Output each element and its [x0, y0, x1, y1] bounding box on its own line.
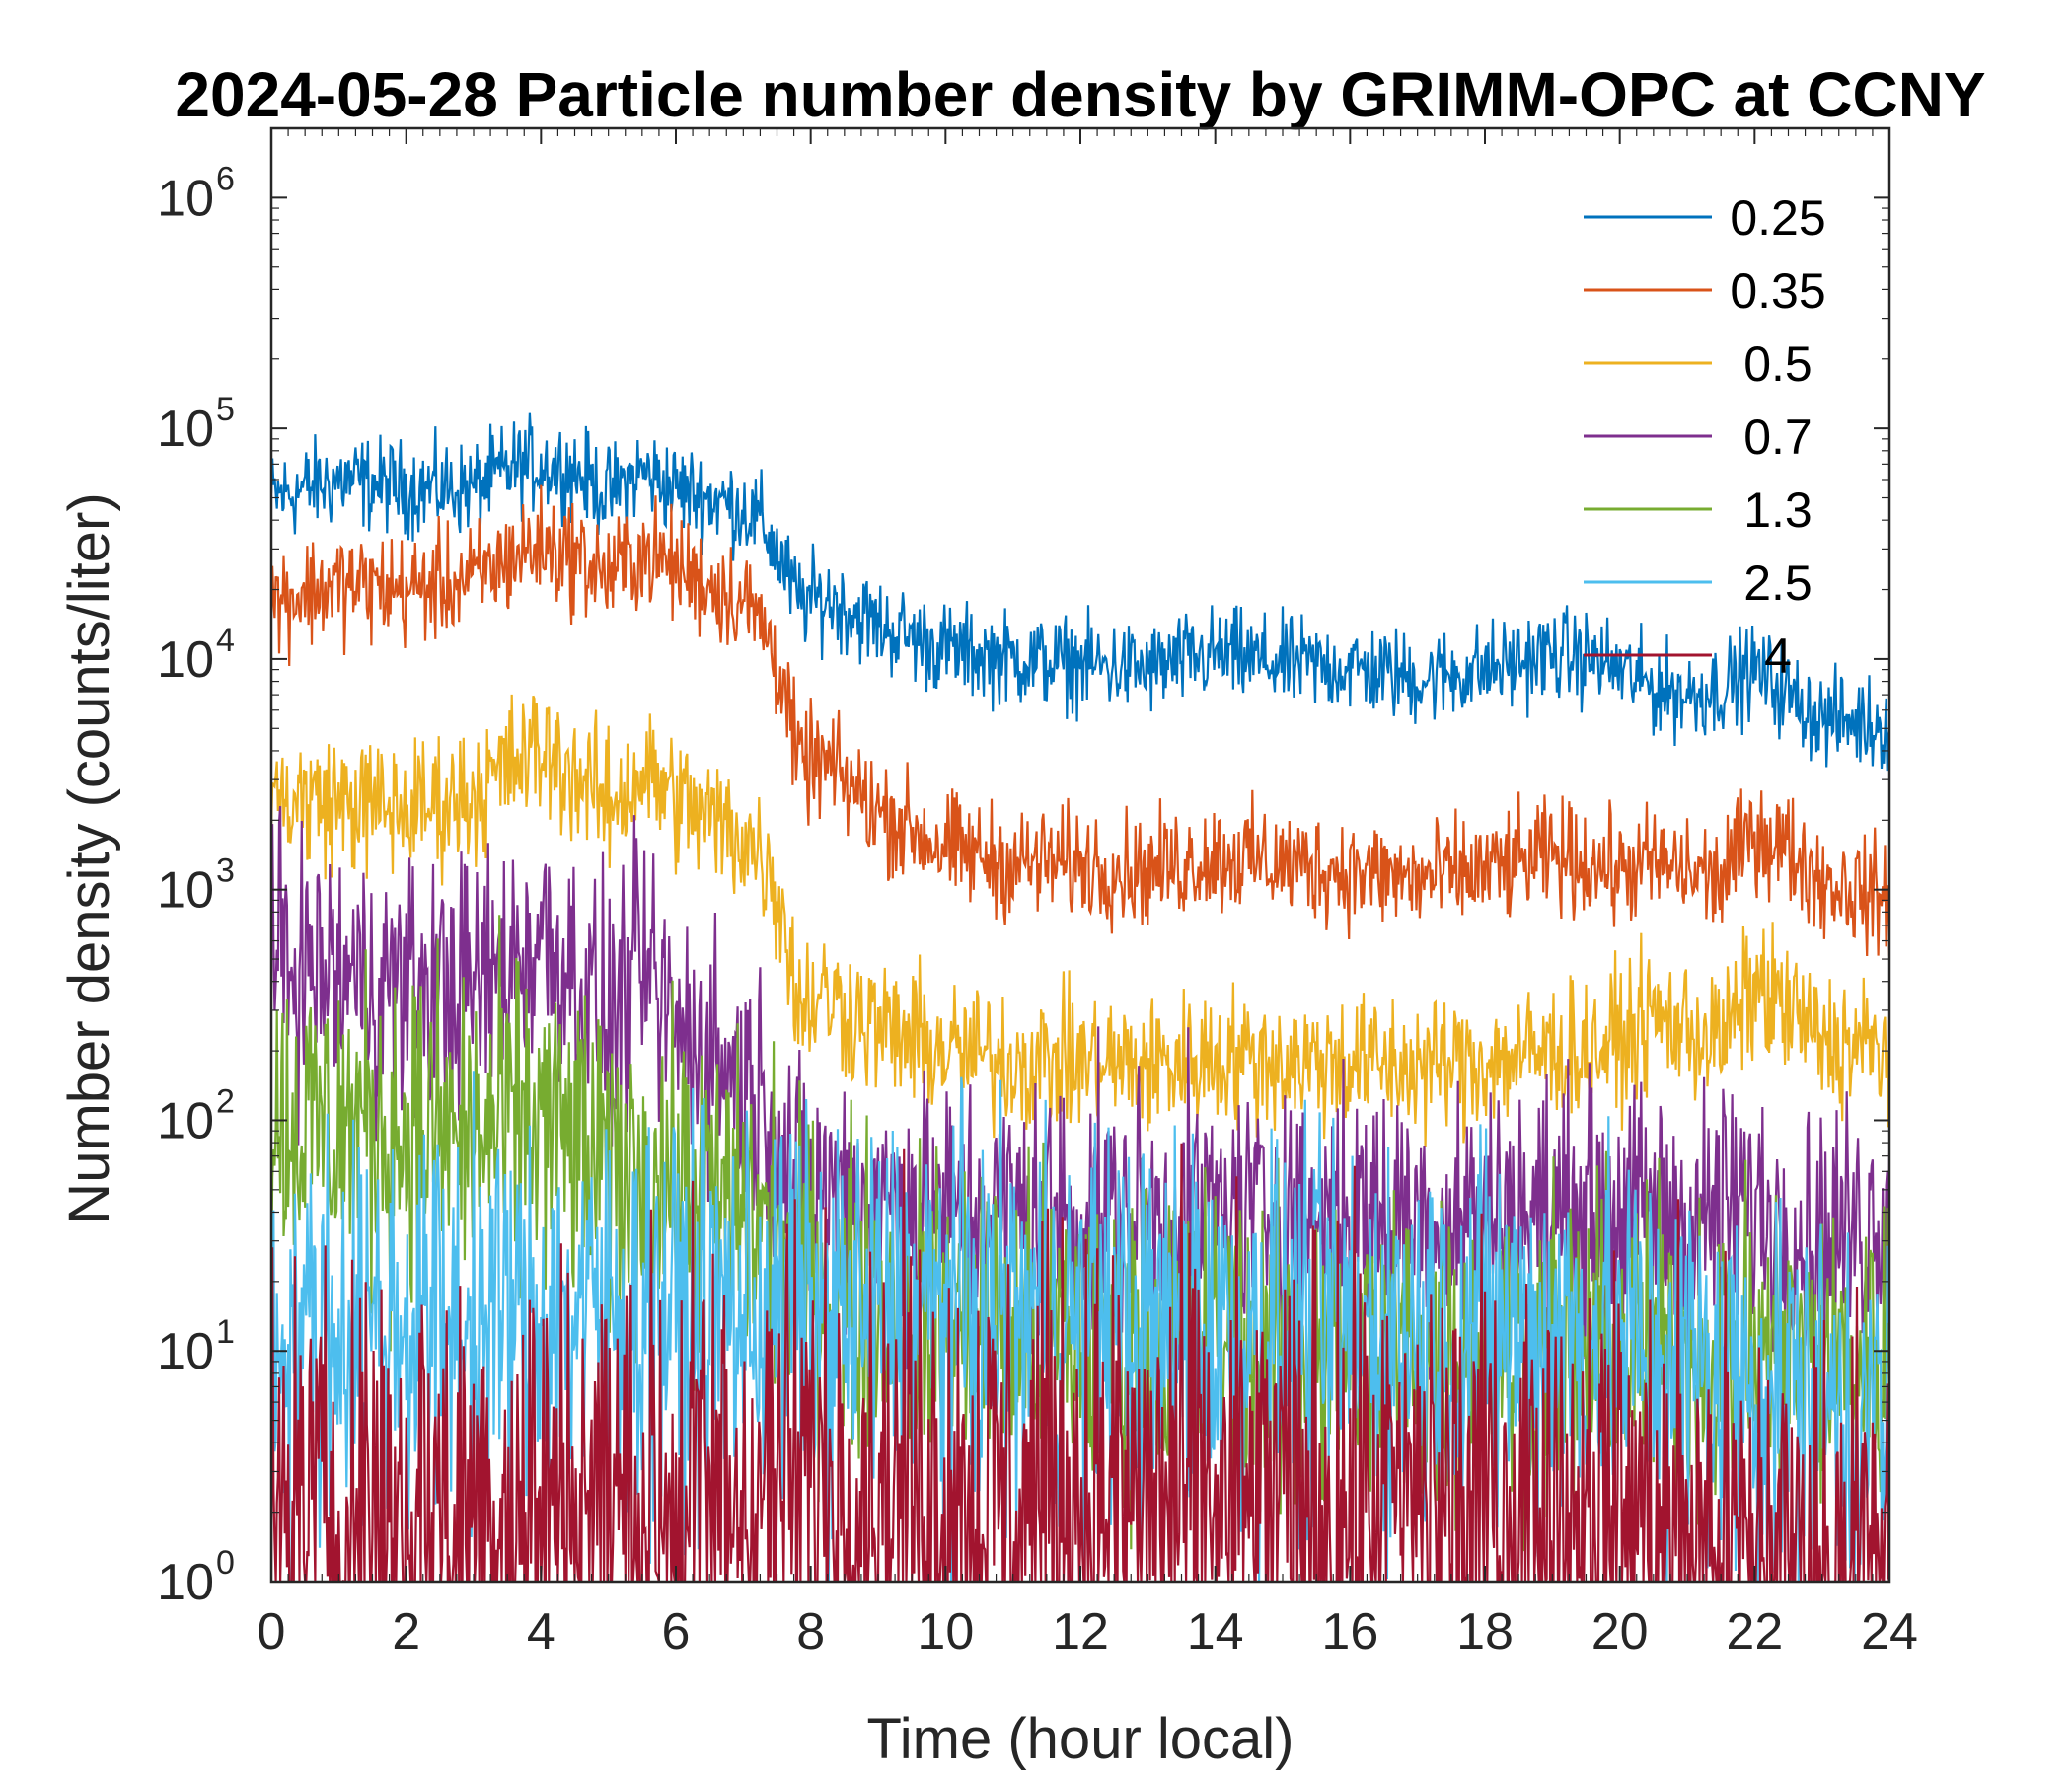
chart-title: 2024-05-28 Particle number density by GR… — [175, 59, 1985, 130]
legend: 0.25 0.35 0.5 0.7 1.3 2.5 4 — [1584, 190, 1826, 684]
y-tick-exponent: 0 — [216, 1544, 235, 1582]
y-tick-exponent: 6 — [216, 160, 235, 197]
y-tick-exponent: 3 — [216, 852, 235, 890]
x-tick-label: 12 — [1052, 1603, 1109, 1661]
y-tick-label: 10 — [157, 1554, 214, 1611]
series-line-0.25 — [271, 412, 1889, 772]
y-tick-exponent: 1 — [216, 1313, 235, 1351]
y-tick-exponent: 4 — [216, 622, 235, 659]
y-tick-label: 10 — [157, 1323, 214, 1380]
legend-label-2.5: 2.5 — [1743, 555, 1813, 611]
legend-label-1.3: 1.3 — [1743, 482, 1813, 538]
y-axis-label: Number density (counts/liter) — [57, 492, 121, 1223]
y-tick-exponent: 2 — [216, 1082, 235, 1120]
series-line-0.35 — [271, 484, 1889, 957]
y-tick-label: 10 — [157, 170, 214, 227]
x-tick-label: 16 — [1321, 1603, 1378, 1661]
x-tick-label: 0 — [258, 1603, 286, 1661]
series-group — [271, 412, 1889, 1582]
x-tick-label: 24 — [1861, 1603, 1918, 1661]
y-tick-label: 10 — [157, 862, 214, 920]
x-tick-label: 10 — [917, 1603, 974, 1661]
y-tick-label: 10 — [157, 631, 214, 689]
legend-label-0.7: 0.7 — [1743, 409, 1813, 465]
y-tick-label: 10 — [157, 1092, 214, 1149]
x-tick-label: 14 — [1187, 1603, 1244, 1661]
x-tick-label: 20 — [1591, 1603, 1649, 1661]
legend-label-0.25: 0.25 — [1730, 190, 1825, 246]
y-tick-exponent: 5 — [216, 391, 235, 428]
series-line-4 — [271, 1143, 1889, 1582]
legend-label-0.35: 0.35 — [1730, 263, 1825, 319]
series-line-0.5 — [271, 694, 1889, 1147]
x-tick-label: 2 — [392, 1603, 420, 1661]
legend-label-0.5: 0.5 — [1743, 336, 1813, 392]
x-tick-label: 6 — [662, 1603, 691, 1661]
x-tick-label: 4 — [527, 1603, 555, 1661]
y-tick-label: 10 — [157, 401, 214, 458]
x-tick-label: 18 — [1456, 1603, 1514, 1661]
x-tick-label: 22 — [1726, 1603, 1783, 1661]
legend-label-4: 4 — [1764, 629, 1792, 684]
series-line-2.5 — [271, 1071, 1889, 1582]
x-axis-label: Time (hour local) — [867, 1707, 1295, 1771]
x-tick-label: 8 — [796, 1603, 825, 1661]
